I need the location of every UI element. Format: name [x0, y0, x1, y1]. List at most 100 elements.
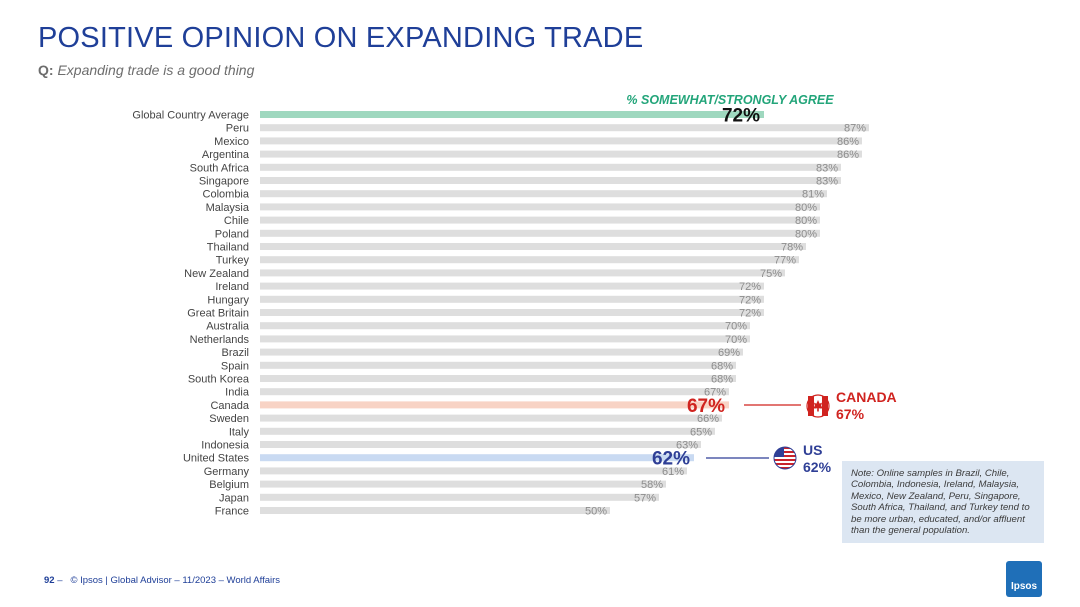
bar-australia — [260, 322, 750, 330]
page-number: 92 — [44, 575, 55, 586]
category-label-hungary: Hungary — [207, 294, 249, 306]
value-label-brazil: 69% — [718, 347, 740, 359]
bar-france — [260, 507, 610, 514]
bar-ireland — [260, 282, 764, 290]
bar-argentina — [260, 150, 862, 158]
bar-mexico — [260, 137, 862, 145]
bar-singapore — [260, 177, 841, 184]
category-label-italy: Italy — [229, 426, 250, 438]
value-label-france: 50% — [585, 506, 607, 518]
canada-callout-name: CANADA — [836, 389, 897, 405]
bar-belgium — [260, 480, 666, 488]
bar-united-states — [260, 454, 694, 462]
category-label-united-states: United States — [183, 453, 250, 465]
category-label-south-korea: South Korea — [188, 374, 250, 386]
footer-dash: – — [57, 575, 63, 586]
canada-flag-icon — [806, 394, 830, 418]
category-label-colombia: Colombia — [203, 189, 250, 201]
category-label-malaysia: Malaysia — [206, 202, 250, 214]
bar-thailand — [260, 243, 806, 250]
value-label-mexico: 86% — [837, 136, 859, 148]
footer-text: © Ipsos | Global Advisor – 11/2023 – Wor… — [70, 575, 281, 586]
bar-netherlands — [260, 335, 750, 343]
category-label-chile: Chile — [224, 215, 249, 227]
category-label-thailand: Thailand — [207, 242, 249, 254]
bar-italy — [260, 427, 715, 435]
category-label-australia: Australia — [206, 321, 250, 333]
category-label-mexico: Mexico — [214, 136, 249, 148]
category-label-ireland: Ireland — [215, 281, 249, 293]
bar-great-britain — [260, 309, 764, 316]
question: Q: Expanding trade is a good thing — [38, 62, 254, 78]
value-label-argentina: 86% — [837, 149, 859, 161]
category-label-poland: Poland — [215, 228, 249, 240]
value-label-peru: 87% — [844, 123, 866, 135]
category-label-germany: Germany — [204, 466, 250, 478]
bar-brazil — [260, 348, 743, 356]
bar-spain — [260, 361, 736, 369]
us-callout-value: 62% — [803, 459, 832, 475]
us-flag-icon — [773, 446, 797, 470]
value-label-netherlands: 70% — [725, 334, 747, 346]
value-label-thailand: 78% — [781, 242, 803, 254]
category-label-indonesia: Indonesia — [201, 440, 250, 452]
bar-new-zealand — [260, 269, 785, 277]
value-label-global-country-average: 72% — [722, 106, 760, 127]
series-label: % SOMEWHAT/STRONGLY AGREE — [626, 93, 834, 107]
category-label-singapore: Singapore — [199, 176, 249, 188]
value-label-italy: 65% — [690, 426, 712, 438]
value-label-singapore: 83% — [816, 176, 838, 188]
value-label-sweden: 66% — [697, 413, 719, 425]
category-label-japan: Japan — [219, 492, 249, 504]
category-label-great-britain: Great Britain — [187, 308, 249, 320]
bar-japan — [260, 493, 659, 501]
bar-malaysia — [260, 203, 820, 211]
value-label-great-britain: 72% — [739, 308, 761, 320]
value-label-south-korea: 68% — [711, 374, 733, 386]
category-label-argentina: Argentina — [202, 149, 250, 161]
value-label-poland: 80% — [795, 228, 817, 240]
category-label-south-africa: South Africa — [190, 162, 250, 174]
bar-turkey — [260, 256, 799, 264]
value-label-japan: 57% — [634, 492, 656, 504]
category-label-canada: Canada — [210, 400, 249, 412]
value-label-india: 67% — [704, 387, 726, 399]
category-label-spain: Spain — [221, 360, 249, 372]
value-label-australia: 70% — [725, 321, 747, 333]
bar-chart: % SOMEWHAT/STRONGLY AGREE Global Country… — [132, 93, 897, 518]
category-label-brazil: Brazil — [221, 347, 249, 359]
category-label-sweden: Sweden — [209, 413, 249, 425]
us-callout-name: US — [803, 442, 822, 458]
category-label-france: France — [215, 506, 249, 518]
bar-indonesia — [260, 441, 701, 448]
value-label-chile: 80% — [795, 215, 817, 227]
bar-colombia — [260, 190, 827, 198]
category-label-turkey: Turkey — [216, 255, 250, 267]
bar-south-korea — [260, 375, 736, 382]
category-label-belgium: Belgium — [209, 479, 249, 491]
bar-canada — [260, 401, 729, 409]
value-label-united-states: 62% — [652, 449, 690, 470]
bar-sweden — [260, 414, 722, 422]
question-prefix: Q: — [38, 62, 54, 78]
bar-south-africa — [260, 163, 841, 171]
value-label-malaysia: 80% — [795, 202, 817, 214]
category-label-new-zealand: New Zealand — [184, 268, 249, 280]
bar-poland — [260, 229, 820, 237]
bar-india — [260, 388, 729, 396]
value-label-south-africa: 83% — [816, 162, 838, 174]
canada-callout-value: 67% — [836, 406, 865, 422]
value-label-ireland: 72% — [739, 281, 761, 293]
value-label-germany: 61% — [662, 466, 684, 478]
value-label-spain: 68% — [711, 360, 733, 372]
value-label-canada: 67% — [687, 396, 725, 417]
bar-global-country-average — [260, 111, 764, 118]
note-box: Note: Online samples in Brazil, Chile, C… — [842, 461, 1044, 543]
bar-hungary — [260, 295, 764, 303]
chart-rows: Global Country Average 72% Peru 87% Mexico 86… — [132, 106, 869, 518]
question-text: Expanding trade is a good thing — [57, 62, 255, 78]
value-label-new-zealand: 75% — [760, 268, 782, 280]
ipsos-logo: Ipsos — [1006, 561, 1042, 597]
page-title: POSITIVE OPINION ON EXPANDING TRADE — [38, 22, 644, 54]
value-label-belgium: 58% — [641, 479, 663, 491]
